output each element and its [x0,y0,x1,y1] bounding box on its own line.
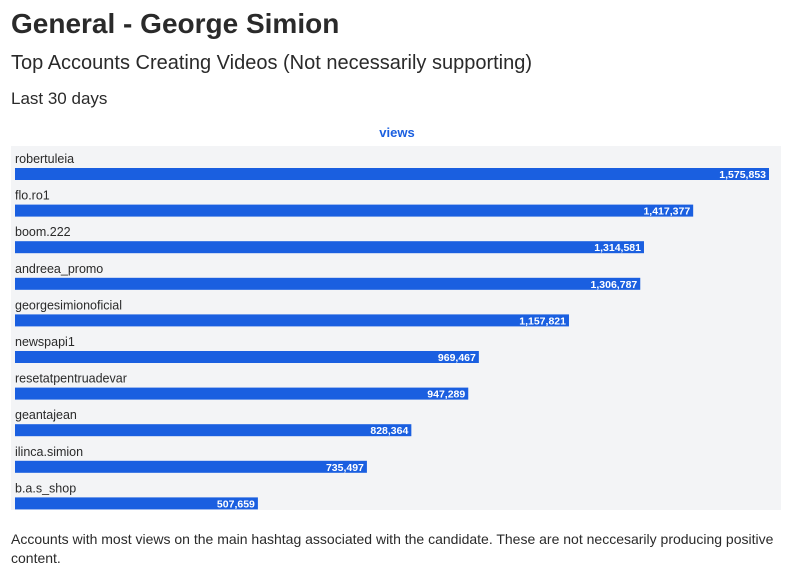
data-label: 969,467 [438,352,476,364]
bar-row: resetatpentruadevar 947,289 [15,372,469,401]
category-label: flo.ro1 [15,189,50,203]
category-label: boom.222 [15,225,71,239]
category-label: robertuleia [15,152,74,166]
data-label: 1,314,581 [594,242,641,254]
bar-row: b.a.s_shop 507,659 [15,481,258,510]
bar[interactable] [15,168,769,180]
bar[interactable] [15,497,258,510]
data-label: 1,575,853 [719,169,766,181]
bar[interactable] [15,204,694,217]
chart-footnote: Accounts with most views on the main has… [11,531,774,566]
bar-row: andreea_promo 1,306,787 [15,262,641,291]
bar-row: georgesimionoficial 1,157,821 [15,298,569,327]
data-label: 507,659 [217,498,255,510]
bar[interactable] [15,314,569,327]
bar[interactable] [15,460,367,473]
data-label: 1,157,821 [519,315,566,327]
bar-row: robertuleia 1,575,853 [15,152,769,181]
bar-row: geantajean 828,364 [15,408,412,437]
data-label: 947,289 [427,389,465,401]
time-period-label: Last 30 days [11,89,108,108]
chart-panel: robertuleia 1,575,853 flo.ro1 1,417,377 boom… [11,146,781,510]
bar-chart: robertuleia 1,575,853 flo.ro1 1,417,377 boom… [15,152,769,510]
bar-row: ilinca.simion 735,497 [15,445,367,474]
data-label: 1,417,377 [643,206,690,218]
bar[interactable] [15,387,469,400]
bar-row: boom.222 1,314,581 [15,225,644,254]
bar[interactable] [15,424,412,437]
category-label: georgesimionoficial [15,298,122,312]
bar[interactable] [15,241,644,254]
category-label: b.a.s_shop [15,481,76,495]
data-label: 1,306,787 [591,279,638,291]
data-label: 828,364 [370,425,408,437]
category-label: newspapi1 [15,335,75,349]
category-label: andreea_promo [15,262,103,276]
bar[interactable] [15,351,479,363]
category-label: resetatpentruadevar [15,372,127,386]
bar-row: flo.ro1 1,417,377 [15,189,694,218]
category-label: ilinca.simion [15,445,83,459]
legend-entry-views[interactable]: views [379,125,415,140]
bar-row: newspapi1 969,467 [15,335,479,364]
page-subtitle: Top Accounts Creating Videos (Not necess… [11,52,533,74]
data-label: 735,497 [326,462,364,474]
category-label: geantajean [15,408,77,422]
bar[interactable] [15,277,641,290]
chart-legend: views [0,125,794,140]
page-title: General - George Simion [11,8,340,39]
